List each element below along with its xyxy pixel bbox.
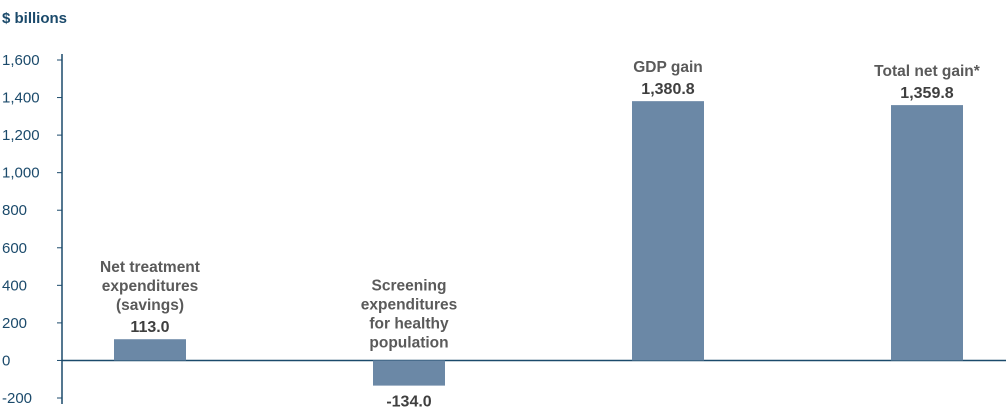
bar [373,360,445,386]
category-label: GDP gain [633,59,702,76]
bar-labels: Net treatment expenditures (savings) 113.0 S… [100,59,981,409]
bar [632,101,704,361]
y-tick-label: 400 [2,277,27,294]
data-label: 113.0 [130,319,169,336]
bar [114,339,186,361]
data-label: -134.0 [386,394,431,409]
category-label: population [369,334,448,351]
y-tick-label: 800 [2,202,27,219]
category-label: Screening [372,277,447,294]
y-tick-label: 1,200 [2,127,40,144]
category-label: expenditures [102,278,198,295]
category-label: expenditures [361,296,457,313]
y-unit-label: $ billions [2,10,67,27]
y-tick-label: 1,600 [2,52,40,69]
y-tick-label: 600 [2,240,27,257]
y-tick-label: 1,000 [2,165,40,182]
category-label: for healthy [369,315,449,332]
bars [114,101,963,386]
data-label: 1,380.8 [641,81,694,98]
y-axis: -200 0 200 400 600 800 1,000 1,200 1,400 1,600 [2,52,1006,407]
category-label: (savings) [116,297,184,314]
bar [891,105,963,361]
y-tick-label: 200 [2,315,27,332]
data-label: 1,359.8 [900,85,953,102]
y-tick-label: -200 [2,390,32,407]
y-tick-label: 1,400 [2,90,40,107]
y-tick-label: 0 [2,352,10,369]
category-label: Total net gain* [874,63,981,80]
category-label: Net treatment [100,259,200,276]
